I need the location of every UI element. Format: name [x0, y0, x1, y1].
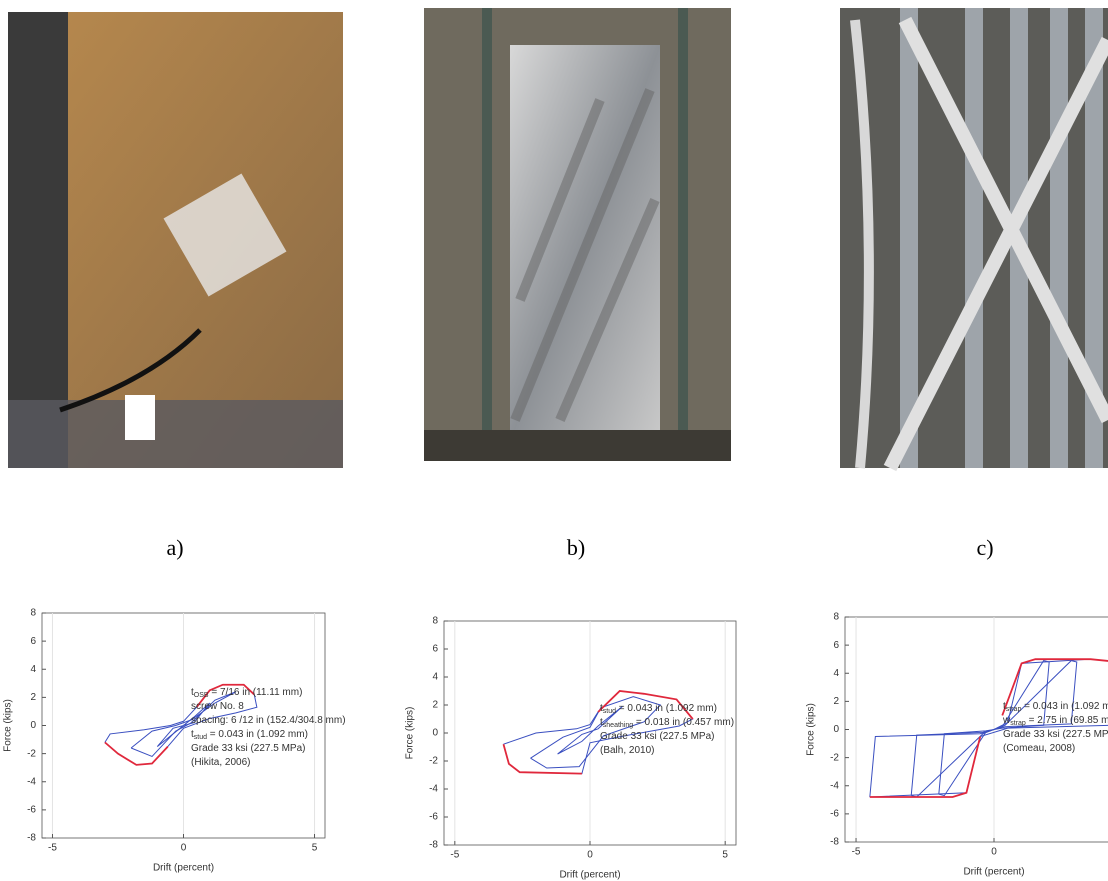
x-tick-label: -5: [450, 850, 459, 861]
annotation-text: Grade 33 ksi (227.5 MPa): [191, 743, 306, 754]
y-axis-label: Force (kips): [3, 699, 14, 752]
y-tick-label: -6: [429, 812, 438, 823]
y-tick-label: -8: [27, 833, 36, 844]
subscript: strap: [1010, 720, 1026, 727]
y-tick-label: 8: [432, 616, 438, 627]
x-tick-label: 5: [722, 850, 728, 861]
x-tick-label: 0: [181, 843, 187, 854]
photo-c: [840, 8, 1108, 468]
annotation-text: = 0.043 in (1.092 mm): [207, 729, 308, 740]
x-tick-label: 5: [312, 843, 318, 854]
x-tick-label: -5: [852, 847, 861, 858]
x-tick-label: 0: [587, 850, 593, 861]
subscript: strap: [1006, 706, 1022, 713]
y-tick-label: -4: [429, 784, 438, 795]
annotation: (Comeau, 2008): [1003, 743, 1075, 754]
y-tick-label: -2: [27, 748, 36, 759]
y-tick-label: -6: [27, 805, 36, 816]
annotation: screw No. 8: [191, 701, 244, 712]
y-axis-label: Force (kips): [806, 703, 817, 756]
annotation-text: (Balh, 2010): [600, 745, 654, 756]
annotation: (Balh, 2010): [600, 745, 654, 756]
annotation-text: = 2.75 in (69.85 mm): [1026, 715, 1108, 726]
y-tick-label: -4: [830, 780, 839, 791]
x-axis-label: Drift (percent): [963, 867, 1024, 878]
annotation-text: = 0.043 in (1.092 mm): [616, 703, 717, 714]
y-tick-label: 6: [833, 640, 839, 651]
y-tick-label: 6: [30, 636, 36, 647]
subscript: stud: [603, 708, 616, 715]
y-tick-label: 0: [30, 720, 36, 731]
subscript: OSB: [194, 692, 209, 699]
y-axis-label: Force (kips): [405, 707, 416, 760]
figure: a) b) c) -8 -6 -4 -2 0 2 4 6 8 -5 0 5 Drift (percent…: [0, 0, 1108, 881]
y-tick-label: 2: [833, 696, 839, 707]
subscript: sheathing: [603, 722, 633, 729]
annotation: tOSB = 7/16 in (11.11 mm): [191, 687, 302, 699]
annotation-text: Grade 33 ksi (227.5 MPa): [1003, 729, 1108, 740]
y-tick-label: 8: [30, 608, 36, 619]
annotation: Grade 33 ksi (227.5 MPa): [1003, 729, 1108, 740]
x-tick-label: 0: [991, 847, 997, 858]
x-tick-label: -5: [48, 843, 57, 854]
photo-b: [424, 8, 731, 461]
y-tick-label: -4: [27, 776, 36, 787]
y-tick-label: 4: [30, 664, 36, 675]
y-tick-label: 8: [833, 612, 839, 623]
y-tick-label: -8: [830, 837, 839, 848]
annotation-text: screw No. 8: [191, 701, 244, 712]
panel-label: b): [567, 535, 585, 560]
y-tick-label: 0: [432, 728, 438, 739]
panel-label: c): [976, 535, 993, 560]
y-tick-label: -6: [830, 809, 839, 820]
y-tick-label: 4: [432, 672, 438, 683]
annotation-text: (Comeau, 2008): [1003, 743, 1075, 754]
y-tick-label: -2: [429, 756, 438, 767]
panel-label: a): [166, 535, 183, 560]
annotation-text: = 0.043 in (1.092 mm): [1021, 701, 1108, 712]
annotation-text: = 0.018 in (0.457 mm): [633, 717, 734, 728]
y-tick-label: 2: [30, 692, 36, 703]
annotation: tstud = 0.043 in (1.092 mm): [191, 729, 308, 741]
annotation: Grade 33 ksi (227.5 MPa): [600, 731, 715, 742]
photo-a: [8, 12, 343, 468]
annotation-text: = 7/16 in (11.11 mm): [209, 687, 303, 698]
y-tick-label: -2: [830, 752, 839, 763]
annotation: tstud = 0.043 in (1.092 mm): [600, 703, 717, 715]
page: a) b) c) -8 -6 -4 -2 0 2 4 6 8 -5 0 5 Drift (percent…: [0, 0, 1108, 881]
annotation: (Hikita, 2006): [191, 757, 250, 768]
annotation-text: (Hikita, 2006): [191, 757, 250, 768]
y-tick-label: -8: [429, 840, 438, 851]
annotation: spacing: 6 /12 in (152.4/304.8 mm): [191, 715, 346, 726]
annotation-text: spacing: 6 /12 in (152.4/304.8 mm): [191, 715, 346, 726]
annotation: Grade 33 ksi (227.5 MPa): [191, 743, 306, 754]
y-tick-label: 0: [833, 724, 839, 735]
y-tick-label: 6: [432, 644, 438, 655]
subscript: stud: [194, 734, 207, 741]
y-tick-label: 2: [432, 700, 438, 711]
x-axis-label: Drift (percent): [559, 870, 620, 881]
y-tick-label: 4: [833, 668, 839, 679]
x-axis-label: Drift (percent): [153, 863, 214, 874]
annotation-text: Grade 33 ksi (227.5 MPa): [600, 731, 715, 742]
